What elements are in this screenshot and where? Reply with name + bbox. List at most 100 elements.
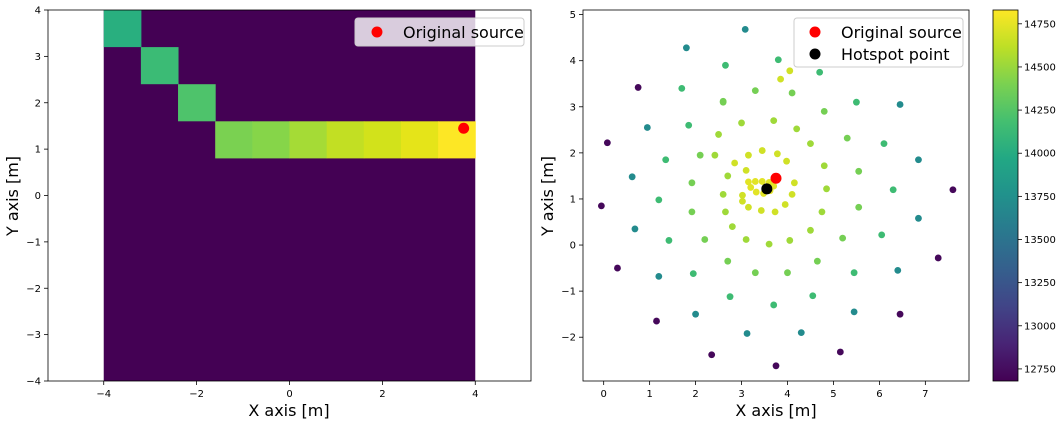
scatter-point [719,190,727,198]
scatter-point [816,68,824,76]
scatter-point [934,254,942,262]
scatter-point [783,157,790,165]
scatter-point [786,237,794,244]
scatter-point [855,203,863,211]
scatter-point [688,208,696,216]
scatter-point [793,125,801,133]
left-x-tick-label: 4 [472,389,478,400]
right-y-tick-label: −1 [561,287,576,298]
right-legend-marker-hotspot-point [809,48,821,60]
heatmap-cell [252,121,290,159]
scatter-point [722,208,729,216]
left-legend-box [354,17,525,47]
scatter-point [880,140,888,148]
right-legend-marker-original-source [809,26,821,38]
scatter-point [745,178,752,186]
scatter-point [896,101,904,108]
scatter-point [784,269,791,277]
scatter-point [850,308,858,316]
colorbar: 12750 13000 13250 13500 13750 14000 14250 14500… [992,9,1056,382]
colorbar-tick-label: 14000 [1024,149,1056,160]
scatter-point [614,264,621,272]
scatter-point [823,185,830,193]
scatter-point [836,348,844,356]
right-legend: Original source Hotspot point [793,17,964,68]
scatter-point [751,178,759,185]
scatter-point [692,310,699,318]
heatmap-cell [215,121,253,159]
scatter-point [743,330,751,337]
scatter-point [788,89,796,97]
left-y-tick-label: 0 [35,191,41,202]
scatter-point [771,208,779,216]
scatter-point [839,234,847,242]
hotspot-point-marker [761,183,773,195]
heatmap-cell [289,121,328,159]
scatter-point [770,301,778,309]
scatter-point [742,166,750,174]
colorbar-tick-label: 13750 [1024,192,1056,203]
left-y-tick-label: −1 [26,237,41,248]
scatter-point [631,225,639,233]
scatter-point [655,272,663,280]
left-x-tick-label: −2 [189,389,204,400]
heatmap-cell [326,121,365,159]
right-y-tick-label: 5 [570,10,576,21]
right-y-tick-label: −2 [561,333,576,344]
scatter-point [855,167,863,175]
scatter-point [739,191,746,199]
right-legend-label-original-source: Original source [841,23,962,42]
scatter-point [843,134,851,142]
left-x-tick-label: −4 [96,389,111,400]
left-legend: Original source [354,17,525,47]
scatter-point [818,208,826,216]
scatter-point [915,156,922,164]
scatter-point [757,207,765,214]
heatmap-cell [178,84,216,122]
right-x-tick-label: 0 [600,389,606,400]
scatter-point [786,67,794,75]
right-x-tick-label: 3 [738,389,744,400]
scatter-point [634,84,642,91]
scatter-point [777,75,784,83]
scatter-point [820,107,828,115]
scatter-point [820,162,828,170]
scatter-point [894,266,902,274]
scatter-point [781,201,789,208]
original-source-marker [458,122,470,134]
scatter-point [719,98,727,106]
left-y-tick-label: 4 [35,6,41,17]
scatter-point [724,257,732,265]
scatter-point [797,329,805,337]
scatter-point [807,226,814,234]
scatter-point [708,351,716,359]
scatter-point [662,156,670,164]
scatter-point [788,190,796,198]
scatter-point [742,236,750,243]
right-y-tick-label: 4 [570,56,576,67]
scatter-point [653,317,660,325]
scatter-point [889,186,897,194]
left-y-axis-label: Y axis [m] [3,156,22,237]
heatmap-cell [103,10,142,48]
left-legend-marker-original-source [371,26,383,38]
colorbar-tick-label: 13250 [1024,278,1056,289]
right-x-tick-label: 2 [692,389,698,400]
right-plot-area [583,10,969,381]
heatmap-cell [140,47,179,85]
right-y-tick-label: 2 [570,148,576,159]
scatter-point [711,151,719,159]
scatter-point [689,270,697,278]
left-x-tick-label: 2 [379,389,385,400]
scatter-point [724,172,732,180]
scatter-point [915,214,922,222]
scatter-point [752,188,760,196]
scatter-point [751,269,759,277]
scatter-point [682,44,690,52]
left-y-tick-label: 3 [35,52,41,63]
scatter-point [739,197,746,205]
heatmap-cell [363,121,402,159]
scatter-point [715,131,722,138]
scatter-point [751,87,759,95]
scatter-point [896,310,904,318]
